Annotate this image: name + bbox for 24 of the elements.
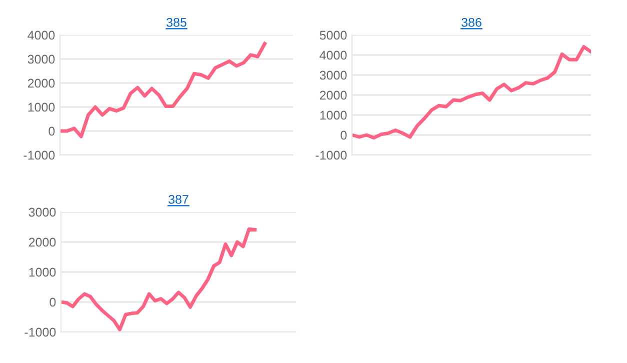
line-series [60,42,266,138]
line-series [61,227,257,332]
y-tick-label: 2000 [28,78,55,88]
y-tick-label: 3000 [320,70,347,80]
chart-title: 387 [168,194,188,204]
y-tick-label: 3000 [28,54,55,64]
chart-title: 386 [462,18,482,27]
y-tick-label: 1000 [28,102,55,112]
y-tick-label: 5000 [320,30,347,40]
y-tick-label: 1000 [320,110,347,120]
y-tick-label: 0 [48,126,55,136]
y-tick-label: 4000 [28,30,55,40]
y-tick-label: 0 [340,130,347,140]
y-tick-label: 2000 [320,90,347,100]
y-tick-label: 3000 [28,208,56,217]
y-tick-label: -1000 [24,328,56,337]
y-tick-label: -1000 [24,150,55,160]
y-tick-label: 4000 [320,50,347,60]
chart-title: 385 [166,18,186,27]
y-tick-label: 1000 [29,268,56,277]
y-tick-label: 0 [50,298,56,307]
y-tick-label: -1000 [316,150,347,160]
line-series [352,45,591,140]
y-tick-label: 2000 [28,238,56,247]
